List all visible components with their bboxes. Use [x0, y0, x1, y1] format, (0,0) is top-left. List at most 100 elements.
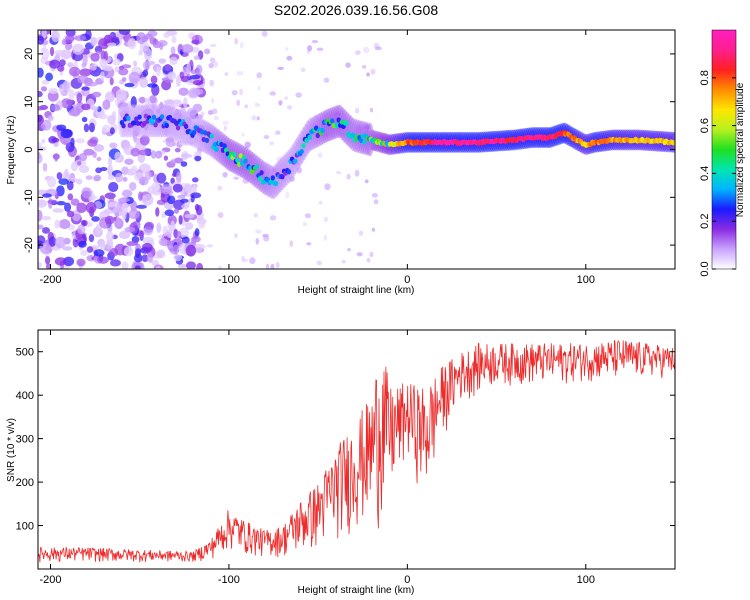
- heat-cell: [174, 147, 181, 153]
- heat-cell: [284, 96, 289, 100]
- heat-cell: [179, 110, 188, 144]
- heat-cell: [41, 215, 52, 221]
- heat-cell: [69, 66, 81, 77]
- heat-cell: [301, 143, 306, 149]
- snr-panel: -200 -100 0 100 100 200 300 400 500 Height of s…: [6, 329, 676, 596]
- heat-cell: [173, 208, 180, 214]
- heat-cell: [158, 104, 167, 138]
- heat-cell: [99, 58, 108, 69]
- heat-cell: [243, 158, 248, 164]
- heat-cell: [47, 115, 54, 122]
- heat-cell: [192, 177, 199, 183]
- heat-cell: [40, 47, 47, 53]
- heat-cell: [270, 175, 276, 181]
- heat-cell: [106, 42, 117, 47]
- heat-cell: [311, 40, 319, 44]
- heat-cell: [300, 67, 306, 73]
- heat-cell: [38, 146, 47, 152]
- heat-cell: [324, 183, 331, 191]
- heat-cell: [194, 116, 203, 151]
- heat-cell: [186, 117, 192, 126]
- heat-cell: [180, 198, 189, 203]
- heat-cell: [42, 227, 50, 234]
- heat-cell: [100, 50, 106, 61]
- heat-cell: [363, 124, 370, 130]
- x-tick-label: -100: [218, 574, 240, 586]
- heat-cell: [173, 157, 184, 164]
- heat-cell: [56, 124, 67, 131]
- heat-cell: [65, 30, 76, 37]
- heat-cell: [162, 104, 171, 138]
- heat-cell: [109, 127, 115, 135]
- heat-cell: [201, 120, 210, 154]
- heat-cell: [179, 71, 185, 79]
- heat-cell: [141, 254, 149, 262]
- snr-y-axis: 100 200 300 400 500: [16, 347, 675, 533]
- spectrogram-y-axis: -20 -10 0 10 20: [23, 48, 675, 253]
- heat-cell: [115, 172, 124, 183]
- heat-cell: [41, 138, 46, 144]
- heat-cell: [138, 176, 149, 186]
- heat-cell: [234, 37, 239, 45]
- heat-cell: [195, 64, 203, 75]
- heat-cell: [81, 116, 88, 123]
- heat-cell: [99, 71, 105, 82]
- page-title: S202.2026.039.16.56.G08: [273, 2, 439, 18]
- spectrogram-y-label: Frequency (Hz): [6, 116, 17, 185]
- heat-cell: [100, 166, 108, 172]
- y-tick-label: 500: [16, 347, 34, 359]
- heat-cell: [135, 120, 141, 126]
- heat-cell: [170, 159, 177, 166]
- heat-cell: [105, 231, 114, 243]
- heat-cell: [175, 171, 182, 184]
- heat-cell: [142, 60, 151, 70]
- heat-cell: [172, 183, 183, 193]
- heat-cell: [185, 222, 194, 230]
- heat-cell: [70, 177, 78, 183]
- heat-cell: [170, 177, 175, 184]
- heat-cell: [124, 158, 134, 165]
- heat-cell: [107, 156, 113, 166]
- heat-cell: [52, 208, 64, 213]
- heat-cell: [197, 117, 206, 152]
- heat-cell: [153, 122, 158, 128]
- heat-cell: [192, 79, 204, 86]
- heat-cell: [191, 129, 197, 136]
- heat-cell: [259, 170, 264, 176]
- heat-cell: [232, 152, 237, 158]
- heat-cell: [312, 114, 321, 148]
- spectrogram-x-axis: -200 -100 0 100: [39, 30, 595, 286]
- colorbar-tick-label: 0.2: [699, 214, 711, 229]
- heat-cell: [44, 256, 51, 265]
- heat-cell: [222, 143, 227, 149]
- colorbar-bar: [711, 29, 737, 270]
- heat-cell: [118, 30, 131, 36]
- heat-cell: [45, 263, 52, 269]
- heat-cell: [239, 41, 244, 49]
- heat-cell: [236, 71, 244, 76]
- heat-cell: [54, 153, 59, 162]
- heat-cell: [259, 160, 268, 194]
- heat-cell: [81, 187, 92, 199]
- heat-cell: [316, 47, 324, 51]
- heat-cell: [76, 202, 87, 214]
- heat-cell: [56, 201, 66, 206]
- heat-cell: [249, 169, 255, 175]
- heat-cell: [207, 110, 214, 115]
- heat-cell: [38, 153, 43, 164]
- heat-cell: [156, 172, 167, 184]
- heat-cell: [211, 108, 218, 115]
- heat-cell: [176, 231, 182, 239]
- heat-cell: [141, 242, 153, 253]
- y-tick-label: 20: [23, 48, 35, 60]
- heat-cell: [127, 38, 137, 50]
- heat-cell: [170, 46, 176, 55]
- heat-cell: [68, 109, 81, 117]
- heat-cell: [190, 192, 202, 199]
- heat-cell: [56, 172, 63, 180]
- heat-cell: [39, 242, 52, 255]
- y-tick-label: 10: [23, 96, 35, 108]
- heat-cell: [51, 30, 60, 43]
- heat-cell: [121, 189, 133, 198]
